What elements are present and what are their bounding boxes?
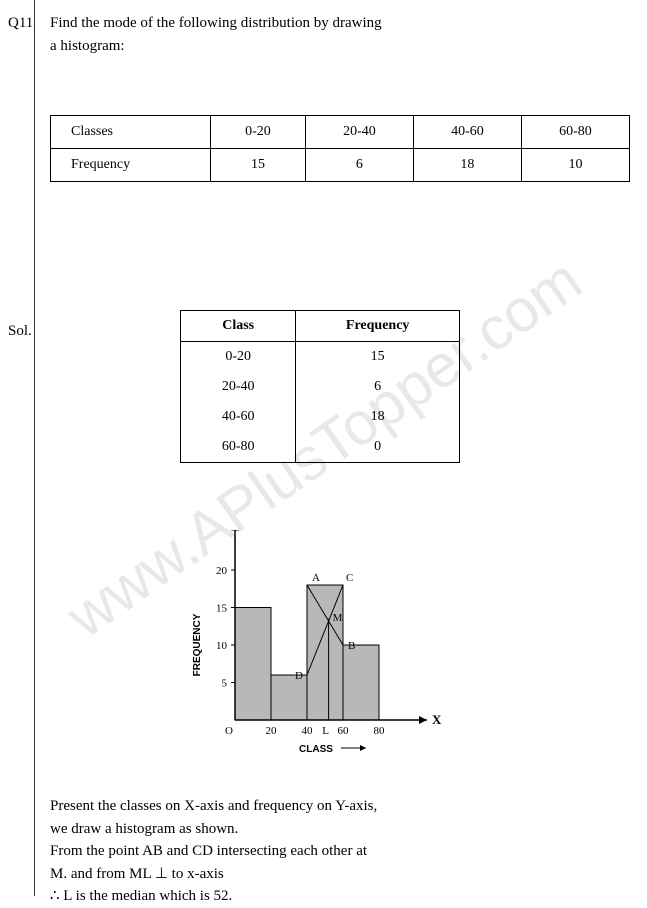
- svg-text:X: X: [432, 712, 442, 727]
- question-line2: a histogram:: [50, 35, 630, 58]
- svg-text:CLASS: CLASS: [299, 744, 333, 755]
- margin-line: [34, 0, 35, 896]
- bottom-line5: ∴ L is the median which is 52.: [50, 885, 630, 908]
- bottom-line4: M. and from ML ⊥ to x-axis: [50, 863, 630, 886]
- svg-text:15: 15: [216, 603, 228, 615]
- table1-header-freq: Frequency: [51, 149, 211, 182]
- svg-text:L: L: [322, 725, 329, 737]
- histogram-chart: 510152020406080OXYFREQUENCYCLASSACBDML: [180, 530, 500, 770]
- table1-class-1: 20-40: [305, 116, 413, 149]
- table2-col1: Class: [181, 311, 296, 342]
- svg-text:FREQUENCY: FREQUENCY: [192, 613, 203, 676]
- table2-r0c1: 15: [296, 342, 460, 373]
- svg-text:20: 20: [266, 725, 278, 737]
- svg-text:C: C: [346, 572, 353, 584]
- table1-class-3: 60-80: [521, 116, 629, 149]
- svg-text:60: 60: [338, 725, 350, 737]
- svg-text:40: 40: [302, 725, 314, 737]
- bottom-explanation: Present the classes on X-axis and freque…: [50, 795, 630, 908]
- bottom-line3: From the point AB and CD intersecting ea…: [50, 840, 630, 863]
- table2-col2: Frequency: [296, 311, 460, 342]
- table1-class-0: 0-20: [211, 116, 306, 149]
- question-line1: Find the mode of the following distribut…: [50, 12, 630, 35]
- table2-r3c0: 60-80: [181, 432, 296, 463]
- table1-class-2: 40-60: [413, 116, 521, 149]
- table2-r1c0: 20-40: [181, 372, 296, 402]
- solution-table: Class Frequency 0-20 15 20-40 6 40-60 18…: [180, 310, 460, 463]
- table2-r3c1: 0: [296, 432, 460, 463]
- table2-r2c1: 18: [296, 402, 460, 432]
- distribution-table: Classes 0-20 20-40 40-60 60-80 Frequency…: [50, 115, 630, 182]
- svg-text:A: A: [312, 572, 320, 584]
- bottom-line1: Present the classes on X-axis and freque…: [50, 795, 630, 818]
- table1-freq-1: 6: [305, 149, 413, 182]
- svg-text:10: 10: [216, 640, 228, 652]
- svg-text:80: 80: [374, 725, 386, 737]
- svg-text:20: 20: [216, 565, 228, 577]
- svg-text:5: 5: [222, 678, 228, 690]
- bottom-line2: we draw a histogram as shown.: [50, 818, 630, 841]
- table2-r2c0: 40-60: [181, 402, 296, 432]
- table2-r1c1: 6: [296, 372, 460, 402]
- table1-header-classes: Classes: [51, 116, 211, 149]
- solution-label: Sol.: [8, 320, 32, 343]
- question-label: Q11: [8, 12, 33, 35]
- svg-text:B: B: [348, 640, 355, 652]
- svg-text:M: M: [333, 612, 343, 624]
- table1-freq-2: 18: [413, 149, 521, 182]
- table1-freq-3: 10: [521, 149, 629, 182]
- svg-text:D: D: [295, 670, 303, 682]
- table1-freq-0: 15: [211, 149, 306, 182]
- table2-r0c0: 0-20: [181, 342, 296, 373]
- svg-text:O: O: [225, 725, 233, 737]
- question-text: Find the mode of the following distribut…: [50, 12, 630, 57]
